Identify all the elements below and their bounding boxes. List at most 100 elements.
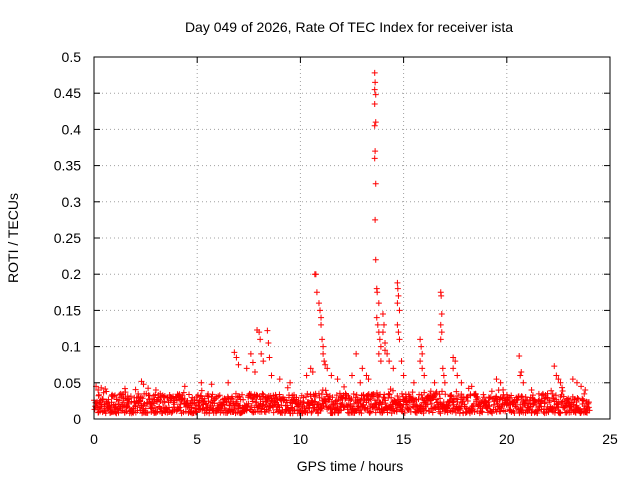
data-point <box>396 307 403 314</box>
data-point-baseline <box>216 392 223 399</box>
data-point <box>276 376 283 383</box>
data-point-baseline <box>489 410 496 417</box>
data-point <box>365 376 372 383</box>
data-point <box>394 279 401 286</box>
data-point <box>371 155 378 162</box>
data-point-baseline <box>110 393 117 400</box>
axis-ticks <box>93 56 611 420</box>
data-point <box>377 343 384 350</box>
data-point-baseline <box>341 383 348 390</box>
data-point-baseline <box>393 408 400 415</box>
data-point-baseline <box>444 409 451 416</box>
data-point <box>374 289 381 296</box>
data-point-baseline <box>508 392 515 399</box>
data-point-baseline <box>559 387 566 394</box>
data-point <box>452 358 459 365</box>
data-point-baseline <box>586 407 593 414</box>
data-point <box>321 358 328 365</box>
data-point-baseline <box>338 407 345 414</box>
data-point-baseline <box>193 409 200 416</box>
data-point <box>324 365 331 372</box>
data-point-baseline <box>423 407 430 414</box>
data-point <box>421 372 428 379</box>
data-point <box>379 329 386 336</box>
data-point-baseline <box>436 391 443 398</box>
data-point-baseline <box>270 409 277 416</box>
data-point <box>440 372 447 379</box>
chart-title: Day 049 of 2026, Rate Of TEC Index for r… <box>185 19 513 35</box>
data-point <box>382 347 389 354</box>
data-point-baseline <box>260 391 267 398</box>
data-point <box>322 361 329 368</box>
data-point <box>497 379 504 386</box>
data-point <box>208 381 215 388</box>
data-point <box>419 350 426 357</box>
data-point-baseline <box>177 401 184 408</box>
data-point <box>264 327 271 334</box>
data-point <box>450 365 457 372</box>
data-point-baseline <box>97 408 104 415</box>
data-point <box>395 329 402 336</box>
data-point <box>400 372 407 379</box>
data-point <box>247 350 254 357</box>
data-point-baseline <box>585 404 592 411</box>
data-point <box>418 343 425 350</box>
data-point <box>233 354 240 361</box>
x-axis-tick-labels: 0 5 10 15 20 25 <box>90 431 618 447</box>
data-point <box>516 353 523 360</box>
x-tick-label: 15 <box>396 431 412 447</box>
data-point-baseline <box>559 398 566 405</box>
data-point <box>373 314 380 321</box>
data-point <box>363 372 370 379</box>
data-point-baseline <box>144 409 151 416</box>
data-point <box>319 336 326 343</box>
data-point-baseline <box>448 392 455 399</box>
data-point <box>380 321 387 328</box>
data-point <box>450 354 457 361</box>
data-point-baseline <box>188 404 195 411</box>
data-point-baseline <box>259 390 266 397</box>
data-point-baseline <box>274 408 281 415</box>
data-point <box>377 358 384 365</box>
data-point <box>265 339 272 346</box>
data-point-baseline <box>385 390 392 397</box>
data-point-baseline <box>329 394 336 401</box>
data-point <box>372 79 379 86</box>
data-point <box>320 350 327 357</box>
data-point-baseline <box>556 409 563 416</box>
data-point-baseline <box>432 390 439 397</box>
data-point-baseline <box>94 400 101 407</box>
data-point-baseline <box>186 391 193 398</box>
data-point <box>243 365 250 372</box>
data-point <box>382 339 389 346</box>
data-point <box>394 285 401 292</box>
data-point <box>372 216 379 223</box>
data-point <box>334 376 341 383</box>
y-tick-label: 0.1 <box>62 339 82 355</box>
data-point-baseline <box>538 403 545 410</box>
data-point <box>225 379 232 386</box>
data-point <box>103 388 110 395</box>
data-point-baseline <box>229 396 236 403</box>
data-point-baseline <box>288 404 295 411</box>
data-point-baseline <box>215 406 222 413</box>
data-point-baseline <box>439 388 446 395</box>
data-point-baseline <box>559 384 566 391</box>
data-point <box>439 365 446 372</box>
data-point-baseline <box>470 406 477 413</box>
data-point <box>371 122 378 129</box>
data-point <box>379 311 386 318</box>
data-point <box>518 368 525 375</box>
y-tick-label: 0.4 <box>62 121 82 137</box>
data-point-baseline <box>145 385 152 392</box>
data-point-baseline <box>373 389 380 396</box>
data-point-baseline <box>239 391 246 398</box>
data-point <box>315 300 322 307</box>
data-point-baseline <box>243 407 250 414</box>
data-point-baseline <box>350 390 357 397</box>
data-point <box>287 379 294 386</box>
data-point-baseline <box>401 409 408 416</box>
data-point <box>551 363 558 370</box>
data-point <box>371 86 378 93</box>
x-tick-label: 25 <box>602 431 618 447</box>
